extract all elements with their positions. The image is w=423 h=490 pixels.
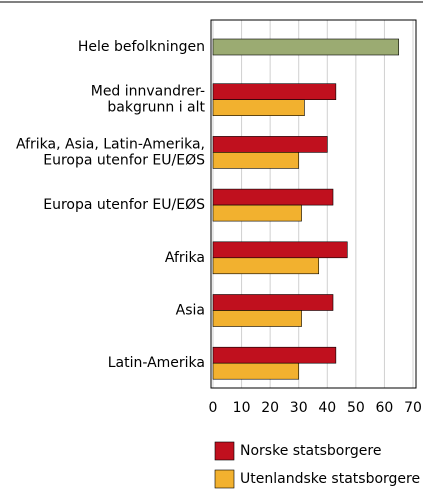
category-label: Afrika	[165, 250, 205, 266]
bar	[212, 241, 348, 259]
category-label: Hele befolkningen	[78, 39, 205, 55]
bar	[212, 346, 337, 364]
bar	[212, 257, 320, 275]
bar	[212, 294, 334, 311]
x-tick-label: 20	[261, 400, 279, 416]
x-tick-label: 70	[404, 400, 422, 416]
bar	[212, 204, 302, 222]
x-tick-label: 0	[209, 400, 218, 416]
bar	[212, 38, 400, 56]
x-tick-label: 40	[318, 400, 336, 416]
x-tick-label: 10	[233, 400, 251, 416]
x-tick-label: 50	[347, 400, 365, 416]
category-label: Europa utenfor EU/EØS	[43, 197, 205, 213]
bar	[212, 310, 302, 327]
legend-swatch	[214, 441, 235, 461]
bar	[212, 99, 305, 116]
category-label: Europa utenfor EU/EØS	[43, 152, 205, 168]
category-label: Asia	[176, 303, 205, 319]
bar	[212, 188, 334, 206]
x-tick-label: 30	[290, 400, 308, 416]
category-label: Afrika, Asia, Latin-Amerika,	[16, 136, 205, 152]
bar	[212, 83, 337, 100]
category-label: Med innvandrer-	[91, 84, 205, 100]
bar	[212, 152, 300, 169]
legend-swatch	[214, 469, 235, 489]
category-label: bakgrunn i alt	[107, 100, 205, 116]
legend-label: Utenlandske statsborgere	[240, 471, 420, 487]
x-tick-label: 60	[376, 400, 394, 416]
bar	[212, 136, 328, 153]
bar	[212, 362, 300, 380]
legend-label: Norske statsborgere	[240, 443, 381, 459]
plot-frame	[210, 19, 417, 389]
category-label: Latin-Amerika	[108, 355, 205, 371]
